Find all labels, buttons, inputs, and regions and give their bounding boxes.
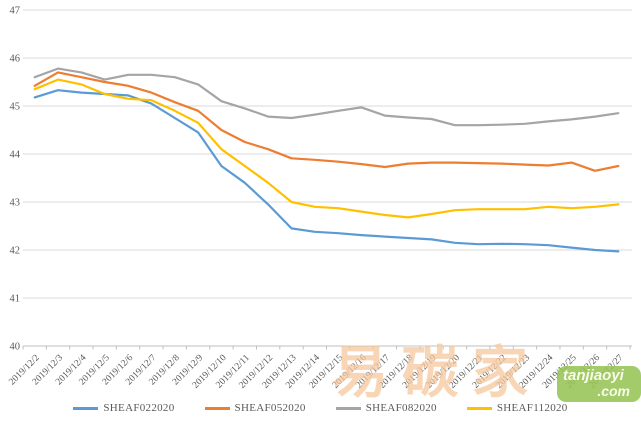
y-axis-label: 40 <box>10 342 21 353</box>
legend-item-sheaf052020[interactable]: SHEAF052020 <box>204 402 306 414</box>
legend-item-sheaf022020[interactable]: SHEAF022020 <box>73 402 174 414</box>
y-axis-label: 41 <box>10 294 21 305</box>
chart-legend: SHEAF022020 SHEAF052020 SHEAF082020 SHEA… <box>0 402 641 414</box>
series-line-sheaf052020 <box>33 71 620 172</box>
legend-item-sheaf082020[interactable]: SHEAF082020 <box>335 402 437 414</box>
y-axis-label: 44 <box>10 150 21 161</box>
legend-label-sheaf022020: SHEAF022020 <box>103 402 175 414</box>
y-axis-label: 43 <box>10 198 21 209</box>
legend-label-sheaf052020: SHEAF052020 <box>234 402 306 414</box>
y-axis-label: 45 <box>10 102 21 113</box>
series-line-sheaf022020 <box>33 89 620 253</box>
legend-label-sheaf082020: SHEAF082020 <box>365 402 437 414</box>
legend-line-swatch-blue <box>73 406 99 410</box>
legend-item-sheaf112020[interactable]: SHEAF112020 <box>466 402 568 414</box>
legend-line-swatch-gray <box>335 406 361 410</box>
y-axis-label: 47 <box>10 6 21 17</box>
legend-line-swatch-yellow <box>466 406 492 410</box>
y-axis-label: 46 <box>10 54 21 65</box>
legend-line-swatch-orange <box>204 406 230 410</box>
series-line-sheaf112020 <box>33 78 620 219</box>
series-line-sheaf082020 <box>33 67 620 127</box>
legend-label-sheaf112020: SHEAF112020 <box>496 402 568 414</box>
y-axis-label: 42 <box>10 246 21 257</box>
